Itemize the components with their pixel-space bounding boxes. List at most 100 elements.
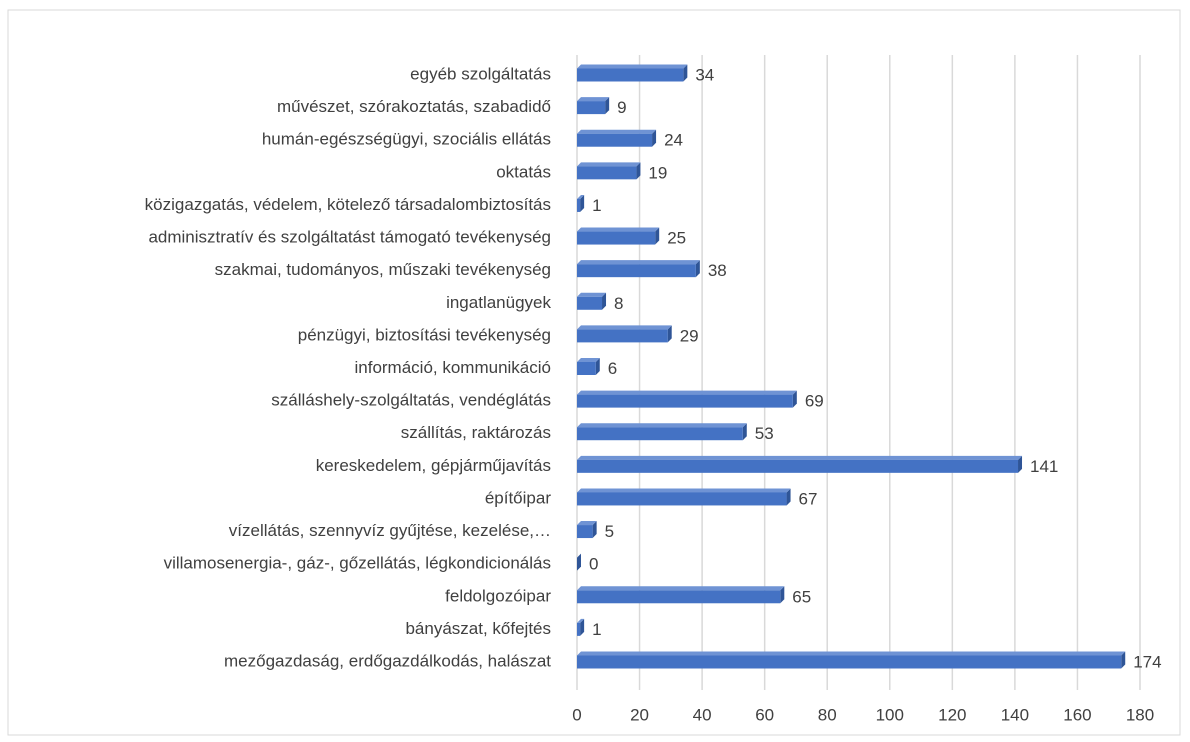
data-label: 8 [614,294,623,313]
bar-side [792,390,797,408]
x-tick-label: 40 [693,705,712,724]
bar-top [577,651,1126,656]
bar-side [580,194,585,212]
y-tick-label: szálláshely-szolgáltatás, vendéglátás [271,391,551,410]
bar-top [577,521,597,526]
y-tick-label: pénzügyi, biztosítási tevékenység [298,325,551,344]
bar-side [742,423,747,441]
bar-side [602,292,607,310]
x-tick-label: 120 [938,705,966,724]
bar [577,231,656,245]
x-tick-label: 160 [1063,705,1091,724]
bar [577,133,653,147]
y-tick-label: vízellátás, szennyvíz gyűjtése, kezelése… [229,521,551,540]
y-tick-label: adminisztratív és szolgáltatást támogató… [148,228,551,247]
bar-top [577,64,688,69]
bar-top [577,488,791,493]
data-label: 25 [667,229,686,248]
data-label: 69 [805,392,824,411]
bar-side [695,260,700,278]
x-tick-label: 0 [572,705,581,724]
bar-top [577,325,672,330]
x-tick-label: 100 [876,705,904,724]
bar-side [636,162,641,180]
bar-top [577,129,657,134]
data-label: 6 [608,359,617,378]
bar-top [577,162,641,167]
data-label: 0 [589,555,598,574]
y-tick-label: ingatlanügyek [446,293,551,312]
bar [577,166,637,180]
data-label: 67 [799,489,818,508]
bar [577,590,781,604]
y-tick-label: villamosenergia-, gáz-, gőzellátás, légk… [164,554,551,573]
bar-top [577,292,607,297]
y-tick-label: bányászat, kőfejtés [405,619,551,638]
y-tick-label: építőipar [485,488,551,507]
bar [577,394,793,408]
bar-side [605,97,610,115]
bar [577,459,1019,473]
y-tick-label: oktatás [496,162,551,181]
bar [577,296,603,310]
y-tick-label: humán-egészségügyi, szociális ellátás [262,130,551,149]
bar-top [577,97,610,102]
bar-top [577,586,785,591]
bar-side [667,325,672,343]
data-label: 1 [592,620,601,639]
bar [577,492,787,506]
bar-side [786,488,791,506]
data-label: 19 [648,163,667,182]
y-tick-label: egyéb szolgáltatás [410,64,551,83]
data-label: 38 [708,261,727,280]
data-label: 29 [680,326,699,345]
data-label: 5 [605,522,614,541]
bar-top [577,455,1023,460]
bar [577,655,1122,669]
bar [577,198,581,212]
bar-side [592,521,597,539]
data-label: 1 [592,196,601,215]
y-tick-label: kereskedelem, gépjárműjavítás [316,456,551,475]
x-tick-label: 80 [818,705,837,724]
data-label: 24 [664,131,683,150]
data-label: 9 [617,98,626,117]
bar-top [577,390,797,395]
bar-top [577,194,585,199]
data-label: 141 [1030,457,1058,476]
x-tick-label: 20 [630,705,649,724]
bar [577,264,696,278]
bar-side [655,227,660,245]
bar-side [1121,651,1126,669]
bar-side [595,358,600,375]
bar [577,329,668,343]
bar [577,622,581,636]
data-label: 174 [1133,652,1161,671]
bar [577,101,606,115]
bar-side [652,129,657,147]
y-tick-label: művészet, szórakoztatás, szabadidő [277,97,551,116]
bar-side [1018,455,1023,473]
bar-top [577,358,600,362]
bar [577,362,596,375]
y-tick-label: feldolgozóipar [445,586,551,605]
x-tick-label: 60 [755,705,774,724]
bar [577,68,684,82]
bar-side [780,586,785,604]
bar-top [577,227,660,232]
bar-side [577,553,581,571]
data-label: 65 [792,587,811,606]
y-tick-label: mezőgazdaság, erdőgazdálkodás, halászat [224,651,551,670]
bar-top [577,618,585,623]
bar-top [577,423,747,428]
x-tick-label: 140 [1001,705,1029,724]
bar [577,525,593,539]
bar-side [683,64,688,82]
y-tick-label: szállítás, raktározás [401,423,551,442]
y-tick-label: szakmai, tudományos, műszaki tevékenység [215,260,551,279]
bar-top [577,260,700,265]
x-tick-label: 180 [1126,705,1154,724]
bar [577,427,743,441]
data-label: 53 [755,424,774,443]
